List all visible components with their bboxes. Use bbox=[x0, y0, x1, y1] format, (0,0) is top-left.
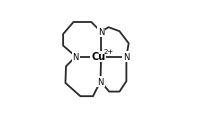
Text: 2+: 2+ bbox=[103, 48, 113, 54]
Text: N: N bbox=[97, 77, 103, 86]
Text: N: N bbox=[72, 53, 79, 61]
Text: N: N bbox=[97, 28, 104, 37]
Text: N: N bbox=[123, 53, 129, 61]
Text: Cu: Cu bbox=[91, 52, 105, 62]
